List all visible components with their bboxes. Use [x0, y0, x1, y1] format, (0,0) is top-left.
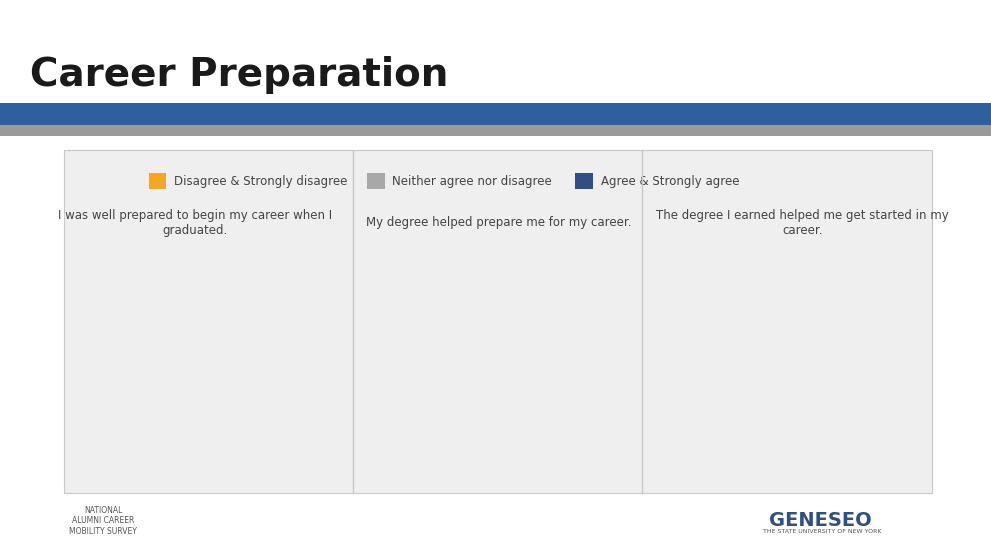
Text: 12.6%: 12.6% [768, 439, 806, 452]
Bar [764, 454, 811, 487]
Text: THE STATE UNIVERSITY OF NEW YORK: THE STATE UNIVERSITY OF NEW YORK [763, 530, 882, 534]
Text: 47.2%: 47.2% [275, 347, 312, 360]
Bar [679, 454, 725, 487]
Text: 70.3%: 70.3% [564, 286, 602, 299]
Text: I was well prepared to begin my career when I
graduated.: I was well prepared to begin my career w… [58, 209, 332, 237]
Text: Disagree & Strongly disagree: Disagree & Strongly disagree [174, 174, 348, 188]
Text: 15.6%: 15.6% [480, 431, 516, 444]
Text: Agree & Strongly agree: Agree & Strongly agree [601, 174, 739, 188]
Bar [475, 446, 521, 487]
Bar [101, 404, 148, 487]
Bar [559, 301, 606, 487]
Text: 74.8%: 74.8% [853, 273, 890, 287]
Text: 31.5%: 31.5% [106, 389, 143, 402]
Bar [271, 362, 317, 487]
Text: The degree I earned helped me get started in my
career.: The degree I earned helped me get starte… [656, 209, 949, 237]
Text: Neither agree nor disagree: Neither agree nor disagree [392, 174, 552, 188]
Bar [848, 289, 895, 487]
Text: My degree helped prepare me for my career.: My degree helped prepare me for my caree… [366, 216, 631, 229]
Text: NATIONAL
ALUMNI CAREER
MOBILITY SURVEY: NATIONAL ALUMNI CAREER MOBILITY SURVEY [69, 506, 137, 536]
Text: GENESEO: GENESEO [769, 511, 872, 530]
Text: 14.1%: 14.1% [394, 435, 432, 448]
Text: 12.6%: 12.6% [684, 439, 721, 452]
Bar [390, 450, 437, 487]
Text: Career Preparation: Career Preparation [30, 56, 448, 94]
Bar [185, 431, 232, 487]
Text: 21.3%: 21.3% [190, 416, 228, 429]
